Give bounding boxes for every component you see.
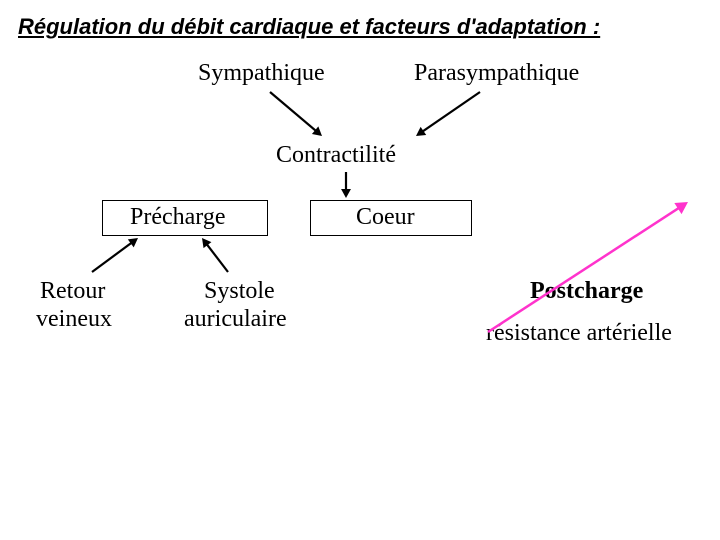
box-precharge: [102, 200, 268, 236]
arrowhead-contract_to_coeur: [341, 189, 351, 198]
node-resistance: résistance artérielle: [486, 320, 672, 347]
arrow-retour_to_pre: [92, 241, 134, 272]
node-retour-l1: Retour: [40, 278, 105, 305]
box-coeur: [310, 200, 472, 236]
node-parasympathique: Parasympathique: [414, 60, 579, 87]
arrowhead-systole_to_pre: [202, 238, 211, 248]
diagram-title: Régulation du débit cardiaque et facteur…: [18, 14, 600, 40]
node-systole-l1: Systole: [204, 278, 275, 305]
node-sympathique: Sympathique: [198, 60, 325, 87]
arrow-postcharge_arrow: [488, 206, 682, 332]
arrows-layer: [0, 0, 720, 540]
arrow-systole_to_pre: [205, 242, 228, 272]
arrowhead-postcharge_arrow: [674, 202, 688, 214]
arrowhead-retour_to_pre: [128, 238, 138, 247]
node-systole-l2: auriculaire: [184, 306, 287, 333]
arrowhead-symp_to_contract: [312, 126, 322, 136]
node-retour-l2: veineux: [36, 306, 112, 333]
node-postcharge: Postcharge: [530, 278, 643, 305]
arrow-symp_to_contract: [270, 92, 318, 133]
arrow-para_to_contract: [420, 92, 480, 133]
node-contractilite: Contractilité: [276, 142, 396, 169]
diagram-stage: Régulation du débit cardiaque et facteur…: [0, 0, 720, 540]
arrowhead-para_to_contract: [416, 127, 426, 136]
